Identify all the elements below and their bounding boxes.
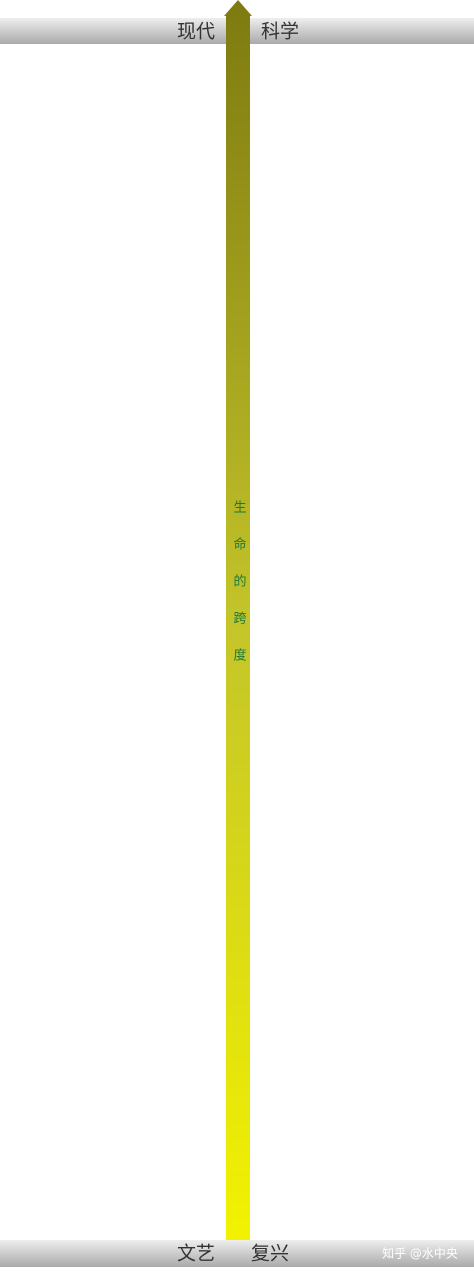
- footer-bar: [0, 1240, 474, 1267]
- arrow: [224, 0, 252, 1240]
- header-text: 现代: [177, 21, 215, 43]
- header-text: 科学: [261, 21, 299, 43]
- footer-text: 复兴: [251, 1243, 289, 1265]
- axis-title: 生命的跨度: [231, 500, 247, 685]
- footer-text: 文艺: [177, 1243, 215, 1265]
- watermark: 知乎 @水中央: [382, 1246, 458, 1261]
